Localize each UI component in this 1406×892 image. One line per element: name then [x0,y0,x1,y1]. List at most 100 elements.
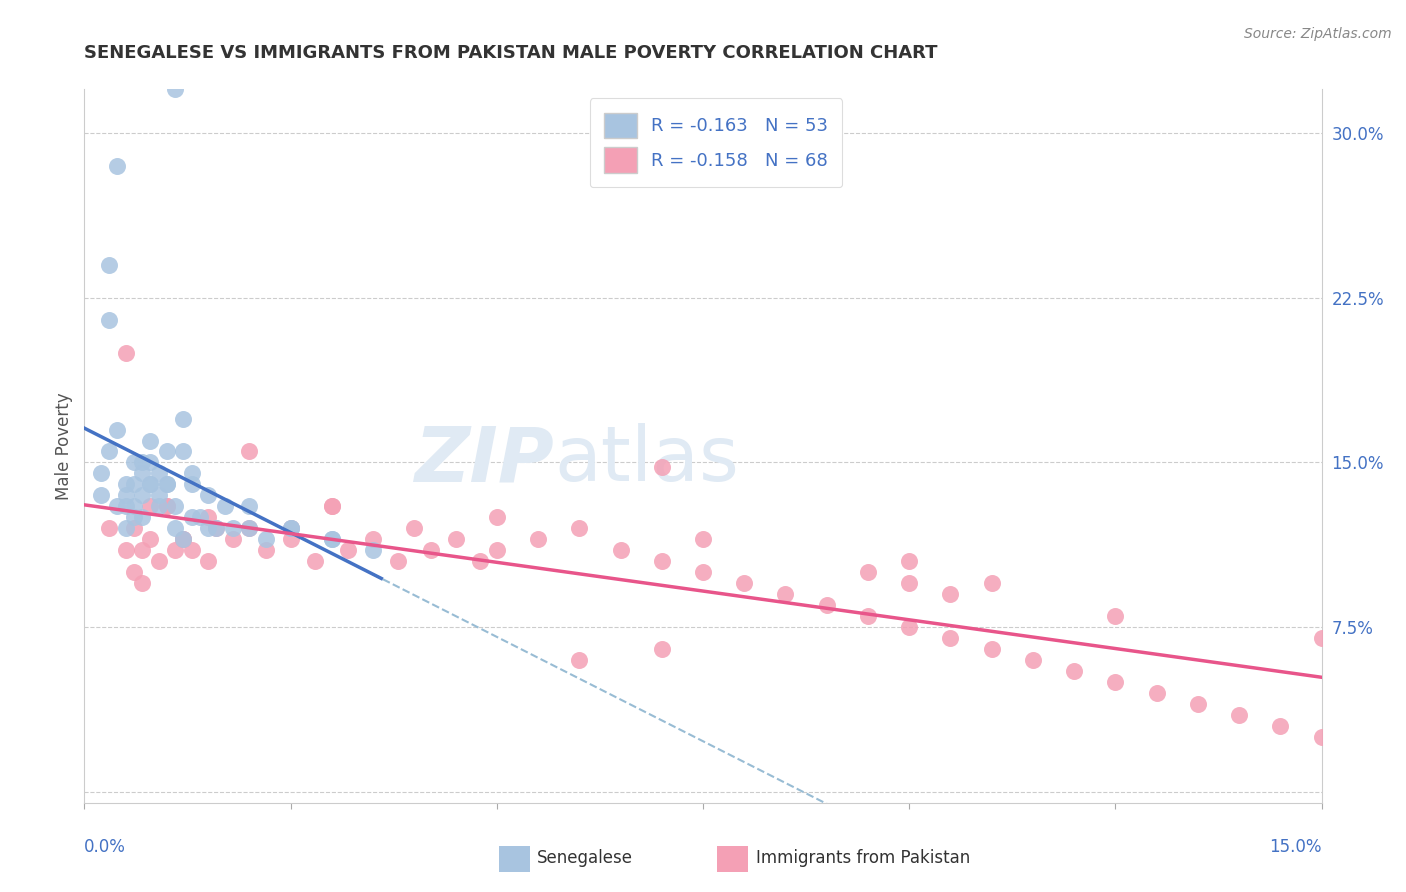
Point [361,543,384,558]
Text: Immigrants from Pakistan: Immigrants from Pakistan [756,849,970,867]
Point [980,642,1002,657]
Point [1146,686,1168,700]
Point [1104,675,1126,690]
Text: 15.0%: 15.0% [1270,838,1322,856]
Point [105,159,128,173]
Point [105,500,128,514]
Point [98,521,121,535]
Point [122,566,145,580]
Point [139,477,162,491]
Point [131,455,153,469]
Point [90,488,112,502]
Point [222,521,245,535]
Point [98,312,121,326]
Point [197,554,219,568]
Point [114,543,136,558]
Point [939,587,962,601]
Point [105,423,128,437]
Point [898,576,921,591]
Point [139,434,162,448]
Point [98,258,121,272]
Point [172,533,194,547]
Point [114,488,136,502]
Point [1187,697,1209,711]
Point [898,554,921,568]
Point [980,576,1002,591]
Point [609,543,631,558]
Point [197,488,219,502]
Point [856,566,879,580]
Point [114,521,136,535]
Point [280,521,302,535]
Point [165,543,187,558]
Point [280,533,302,547]
Point [222,533,245,547]
Point [321,533,343,547]
Point [214,500,236,514]
Point [419,543,441,558]
Point [122,455,145,469]
Text: Senegalese: Senegalese [537,849,633,867]
Point [180,543,202,558]
Point [1063,664,1085,678]
Point [131,467,153,481]
Point [651,554,673,568]
Point [568,653,591,667]
Point [568,521,591,535]
Point [1270,719,1292,733]
Point [1310,730,1333,744]
Point [651,642,673,657]
Point [98,444,121,458]
Point [485,543,508,558]
Point [131,543,153,558]
Point [156,500,179,514]
Point [180,467,202,481]
Point [180,510,202,524]
Point [238,521,260,535]
Point [304,554,326,568]
Point [775,587,797,601]
Point [131,488,153,502]
Point [254,543,277,558]
Point [114,345,136,359]
Point [139,455,162,469]
Point [122,521,145,535]
Point [856,609,879,624]
Text: atlas: atlas [554,424,740,497]
Point [156,477,179,491]
Point [165,500,187,514]
Point [1104,609,1126,624]
Point [939,631,962,645]
Point [131,510,153,524]
Point [172,444,194,458]
Point [280,521,302,535]
Point [527,533,550,547]
Point [131,576,153,591]
Text: SENEGALESE VS IMMIGRANTS FROM PAKISTAN MALE POVERTY CORRELATION CHART: SENEGALESE VS IMMIGRANTS FROM PAKISTAN M… [84,45,938,62]
Legend: R = -0.163   N = 53, R = -0.158   N = 68: R = -0.163 N = 53, R = -0.158 N = 68 [589,98,842,187]
Point [148,488,170,502]
Point [139,477,162,491]
Point [197,521,219,535]
Point [156,500,179,514]
Point [733,576,755,591]
Point [361,533,384,547]
Point [122,510,145,524]
Point [321,500,343,514]
Point [114,500,136,514]
Point [122,500,145,514]
Point [485,510,508,524]
Point [205,521,228,535]
Point [1022,653,1045,667]
Text: 0.0%: 0.0% [84,838,127,856]
Point [197,510,219,524]
Point [188,510,211,524]
Point [321,500,343,514]
Point [148,500,170,514]
Y-axis label: Male Poverty: Male Poverty [55,392,73,500]
Point [238,500,260,514]
Point [172,533,194,547]
Point [172,533,194,547]
Point [90,467,112,481]
Point [404,521,426,535]
